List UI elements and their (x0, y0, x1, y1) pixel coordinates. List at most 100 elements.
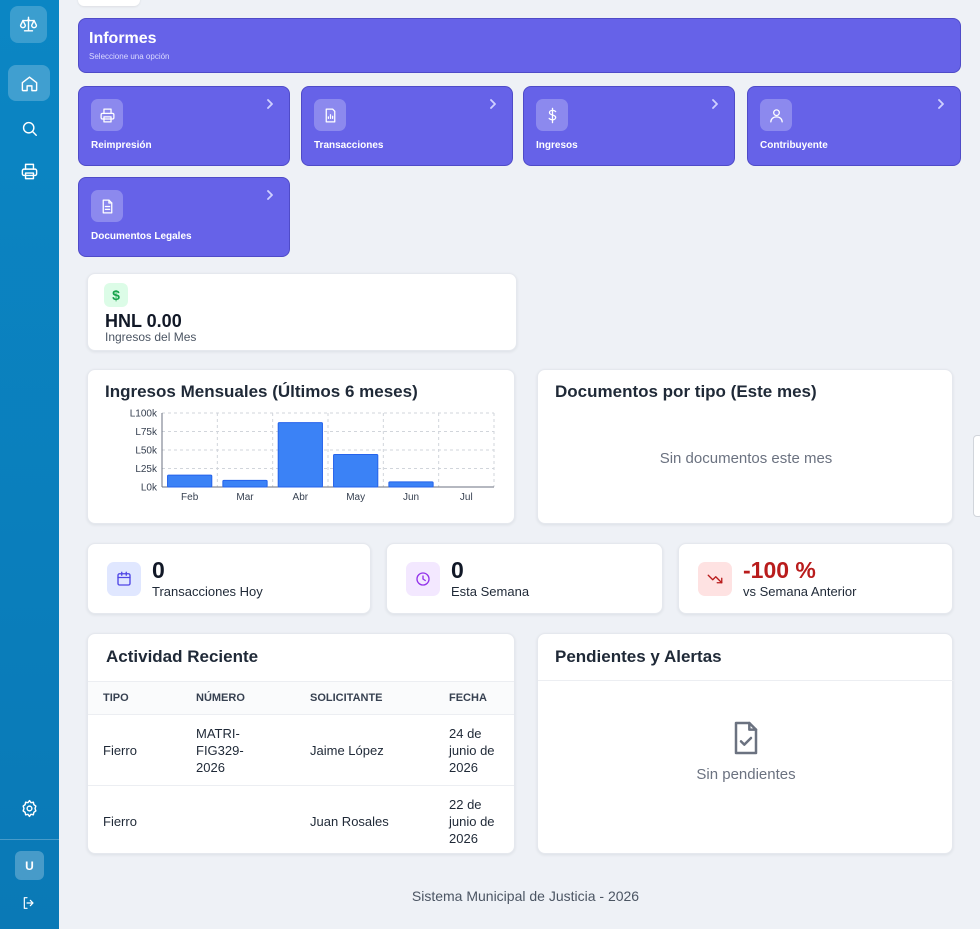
cell-numero: MATRI- FIG329- 2026 (181, 714, 295, 786)
report-card-documentos-legales[interactable]: Documentos Legales (78, 177, 290, 257)
sidebar-divider (0, 839, 59, 840)
cell-fecha: 22 de junio de 2026 (434, 786, 514, 854)
report-card-reimpresion[interactable]: Reimpresión (78, 86, 290, 166)
y-tick-label: L75k (135, 427, 158, 438)
fecha-line: 2026 (449, 759, 478, 775)
chart-title: Ingresos Mensuales (Últimos 6 meses) (105, 382, 418, 401)
sidebar-home-button[interactable] (8, 65, 50, 101)
income-value: HNL 0.00 (105, 311, 182, 331)
scales-logo-icon[interactable] (10, 6, 47, 43)
footer-text: Sistema Municipal de Justicia - 2026 (411, 888, 640, 904)
printer-icon (21, 163, 37, 179)
alerts-title: Pendientes y Alertas (555, 647, 722, 666)
activity-title: Actividad Reciente (106, 647, 259, 666)
y-tick-label: L100k (130, 409, 158, 420)
report-card-label: Documentos Legales (91, 231, 192, 242)
informes-title: Informes (89, 30, 157, 47)
monthly-income-card: $ HNL 0.00 Ingresos del Mes (87, 273, 517, 351)
top-card-remnant (78, 0, 140, 6)
stat-card-vs-last-week: -100 % vs Semana Anterior (678, 543, 953, 614)
fecha-line: 22 de (449, 796, 482, 812)
sidebar-search-button[interactable] (8, 110, 50, 146)
informes-header: Informes Seleccione una opción (78, 18, 961, 73)
side-drawer-handle[interactable] (973, 435, 980, 517)
column-header-fecha[interactable]: FECHA (434, 681, 514, 715)
table-row[interactable]: Fierro MATRI- FIG329- 2026 Jaime López 24 … (88, 714, 514, 786)
fecha-line: 24 de (449, 725, 482, 741)
stat-card-week: 0 Esta Semana (386, 543, 663, 614)
stat-label: Transacciones Hoy (152, 584, 263, 599)
sidebar-settings-button[interactable] (8, 790, 50, 826)
sidebar-logout-button[interactable] (8, 885, 50, 921)
chevron-right-icon (267, 99, 273, 109)
monthly-income-chart: L0k L25k L50k L75k L100k Feb Mar Abr May Jun Jul (130, 409, 495, 503)
cell-numero (181, 786, 295, 854)
cell-fecha: 24 de junio de 2026 (434, 714, 514, 786)
chevron-right-icon (938, 99, 944, 109)
report-card-ingresos[interactable]: Ingresos (523, 86, 735, 166)
stat-label: Esta Semana (451, 584, 530, 599)
document-check-icon (734, 721, 758, 755)
report-card-label: Contribuyente (760, 140, 828, 151)
numero-line: FIG329- (196, 742, 244, 758)
column-header-solicitante[interactable]: SOLICITANTE (295, 681, 434, 715)
stat-value: -100 % (743, 557, 816, 583)
bar-may (333, 453, 379, 488)
x-tick-label: Mar (236, 492, 254, 503)
logout-icon (23, 897, 34, 909)
trending-down-icon (698, 562, 732, 596)
dollar-icon: $ (104, 283, 128, 307)
sidebar: U (0, 0, 59, 929)
sidebar-print-button[interactable] (8, 153, 50, 189)
activity-table: TIPO NÚMERO SOLICITANTE FECHA Fierro MAT… (88, 681, 514, 854)
chevron-right-icon (267, 190, 273, 200)
fecha-line: 2026 (449, 830, 478, 846)
stat-value: 0 (152, 557, 165, 583)
document-icon (91, 190, 123, 222)
alerts-empty-message: Sin pendientes (696, 766, 796, 783)
x-tick-label: May (346, 492, 365, 503)
x-tick-label: Feb (181, 492, 199, 503)
income-label: Ingresos del Mes (105, 330, 197, 344)
bar-jun (388, 481, 434, 488)
cell-solicitante: Juan Rosales (310, 813, 389, 829)
gear-icon (21, 799, 37, 817)
x-tick-label: Jul (460, 492, 473, 503)
table-header-row: TIPO NÚMERO SOLICITANTE FECHA (88, 681, 514, 715)
user-avatar[interactable]: U (15, 851, 44, 880)
informes-subtitle: Seleccione una opción (89, 52, 170, 61)
bar-abr (277, 422, 323, 488)
cell-solicitante: Jaime López (295, 714, 434, 786)
bar-feb (167, 474, 213, 488)
clock-icon (406, 562, 440, 596)
docs-by-type-title: Documentos por tipo (Este mes) (555, 382, 817, 401)
numero-line: MATRI- (196, 725, 240, 741)
report-card-label: Transacciones (314, 140, 384, 151)
numero-line: 2026 (196, 759, 225, 775)
cell-tipo: Fierro (88, 714, 181, 786)
recent-activity-panel: Actividad Reciente TIPO NÚMERO SOLICITAN… (87, 633, 515, 854)
pending-alerts-panel: Pendientes y Alertas Sin pendientes (537, 633, 954, 854)
user-icon (760, 99, 792, 131)
calendar-icon (107, 562, 141, 596)
printer-icon (91, 99, 123, 131)
chevron-right-icon (712, 99, 718, 109)
documents-by-type-panel: Documentos por tipo (Este mes) Sin docum… (537, 369, 953, 524)
stat-label: vs Semana Anterior (743, 584, 857, 599)
stat-card-today: 0 Transacciones Hoy (87, 543, 371, 614)
chevron-right-icon (490, 99, 496, 109)
receipt-icon (314, 99, 346, 131)
report-card-contribuyente[interactable]: Contribuyente (747, 86, 961, 166)
report-card-label: Reimpresión (91, 140, 152, 151)
column-header-tipo[interactable]: TIPO (88, 681, 181, 715)
alerts-divider (538, 680, 954, 681)
dollar-icon (536, 99, 568, 131)
y-tick-label: L50k (135, 446, 158, 457)
report-card-transacciones[interactable]: Transacciones (301, 86, 513, 166)
table-row[interactable]: Fierro Juan Rosales 22 de junio de 2026 (88, 786, 514, 854)
fecha-line: junio de (449, 742, 495, 758)
search-icon (22, 121, 37, 136)
home-icon (21, 75, 37, 91)
monthly-income-chart-panel: Ingresos Mensuales (Últimos 6 meses) L0k… (87, 369, 515, 524)
column-header-numero[interactable]: NÚMERO (181, 681, 295, 715)
